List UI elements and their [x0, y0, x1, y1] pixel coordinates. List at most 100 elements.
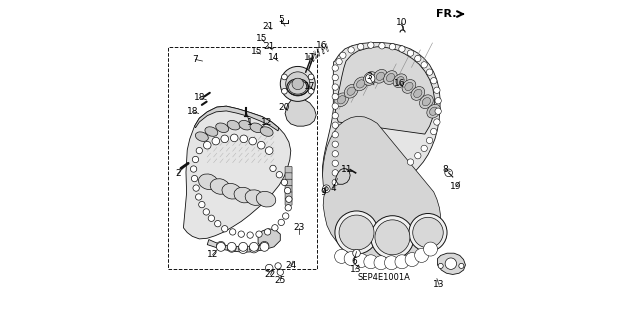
Ellipse shape	[387, 73, 395, 82]
Circle shape	[260, 241, 269, 250]
Text: 24: 24	[285, 261, 296, 271]
Ellipse shape	[256, 191, 276, 207]
Circle shape	[193, 156, 198, 163]
Circle shape	[247, 232, 253, 238]
Text: 9: 9	[320, 188, 326, 197]
Text: 21: 21	[262, 22, 273, 31]
Ellipse shape	[216, 123, 228, 132]
Circle shape	[332, 170, 339, 176]
Ellipse shape	[364, 72, 377, 85]
Text: 21: 21	[263, 42, 274, 51]
Circle shape	[212, 137, 220, 145]
Circle shape	[421, 145, 428, 152]
Ellipse shape	[405, 82, 413, 91]
Circle shape	[434, 87, 440, 93]
Circle shape	[405, 253, 419, 267]
Circle shape	[250, 244, 259, 253]
Ellipse shape	[239, 121, 252, 130]
Circle shape	[221, 135, 228, 143]
Circle shape	[426, 69, 433, 75]
Circle shape	[339, 215, 374, 250]
Circle shape	[375, 220, 410, 255]
Ellipse shape	[227, 121, 240, 130]
Circle shape	[434, 119, 440, 125]
Ellipse shape	[376, 72, 385, 80]
Text: 20: 20	[279, 103, 290, 112]
Circle shape	[367, 42, 374, 48]
Ellipse shape	[393, 74, 407, 88]
Circle shape	[260, 242, 269, 251]
Polygon shape	[195, 106, 278, 131]
Circle shape	[308, 88, 314, 94]
Circle shape	[282, 88, 287, 94]
Polygon shape	[323, 116, 441, 261]
Ellipse shape	[402, 79, 416, 93]
Polygon shape	[258, 229, 280, 250]
Circle shape	[203, 209, 209, 215]
Circle shape	[227, 242, 236, 251]
Circle shape	[216, 241, 225, 250]
Circle shape	[385, 256, 399, 270]
Circle shape	[358, 44, 364, 50]
Circle shape	[365, 74, 375, 83]
Circle shape	[250, 242, 259, 251]
Ellipse shape	[198, 174, 218, 189]
Text: SEP4E1001A: SEP4E1001A	[357, 273, 410, 282]
Ellipse shape	[245, 190, 264, 205]
Circle shape	[198, 201, 205, 208]
FancyBboxPatch shape	[285, 167, 292, 174]
Circle shape	[431, 78, 437, 84]
Circle shape	[438, 263, 444, 269]
Circle shape	[191, 175, 198, 182]
Circle shape	[407, 50, 413, 56]
Circle shape	[282, 213, 289, 219]
Ellipse shape	[234, 187, 253, 203]
Circle shape	[308, 74, 314, 80]
Circle shape	[292, 78, 303, 90]
Text: 1: 1	[246, 118, 252, 128]
Circle shape	[332, 151, 339, 157]
Polygon shape	[438, 253, 465, 274]
Circle shape	[435, 98, 442, 104]
Ellipse shape	[354, 77, 367, 91]
Circle shape	[415, 55, 421, 62]
Circle shape	[335, 211, 378, 254]
Circle shape	[421, 62, 428, 68]
Ellipse shape	[195, 132, 208, 141]
Circle shape	[379, 43, 385, 49]
Circle shape	[216, 242, 225, 251]
Text: 18: 18	[194, 93, 205, 102]
Circle shape	[332, 93, 339, 100]
Circle shape	[332, 179, 339, 186]
Text: FR.: FR.	[436, 9, 456, 19]
Circle shape	[264, 229, 271, 235]
Ellipse shape	[210, 179, 230, 194]
Circle shape	[413, 217, 444, 248]
FancyBboxPatch shape	[285, 186, 292, 193]
Circle shape	[426, 137, 433, 144]
Text: 13: 13	[350, 264, 362, 274]
Circle shape	[277, 269, 284, 275]
Circle shape	[239, 245, 248, 254]
Circle shape	[353, 249, 360, 257]
Ellipse shape	[366, 74, 374, 83]
Text: 14: 14	[268, 53, 280, 62]
Circle shape	[371, 216, 414, 259]
Circle shape	[284, 188, 291, 194]
Circle shape	[208, 215, 214, 221]
Circle shape	[431, 128, 437, 135]
Ellipse shape	[420, 95, 433, 108]
Ellipse shape	[356, 80, 365, 88]
Circle shape	[332, 103, 339, 109]
Circle shape	[389, 44, 396, 50]
Ellipse shape	[260, 127, 273, 136]
Circle shape	[332, 65, 339, 71]
Circle shape	[270, 165, 276, 172]
Circle shape	[280, 66, 316, 101]
Text: 5: 5	[278, 15, 284, 24]
Text: 8: 8	[443, 165, 449, 174]
Ellipse shape	[422, 98, 431, 106]
Text: 13: 13	[433, 280, 445, 289]
Circle shape	[364, 255, 378, 269]
Text: 18: 18	[188, 108, 198, 116]
